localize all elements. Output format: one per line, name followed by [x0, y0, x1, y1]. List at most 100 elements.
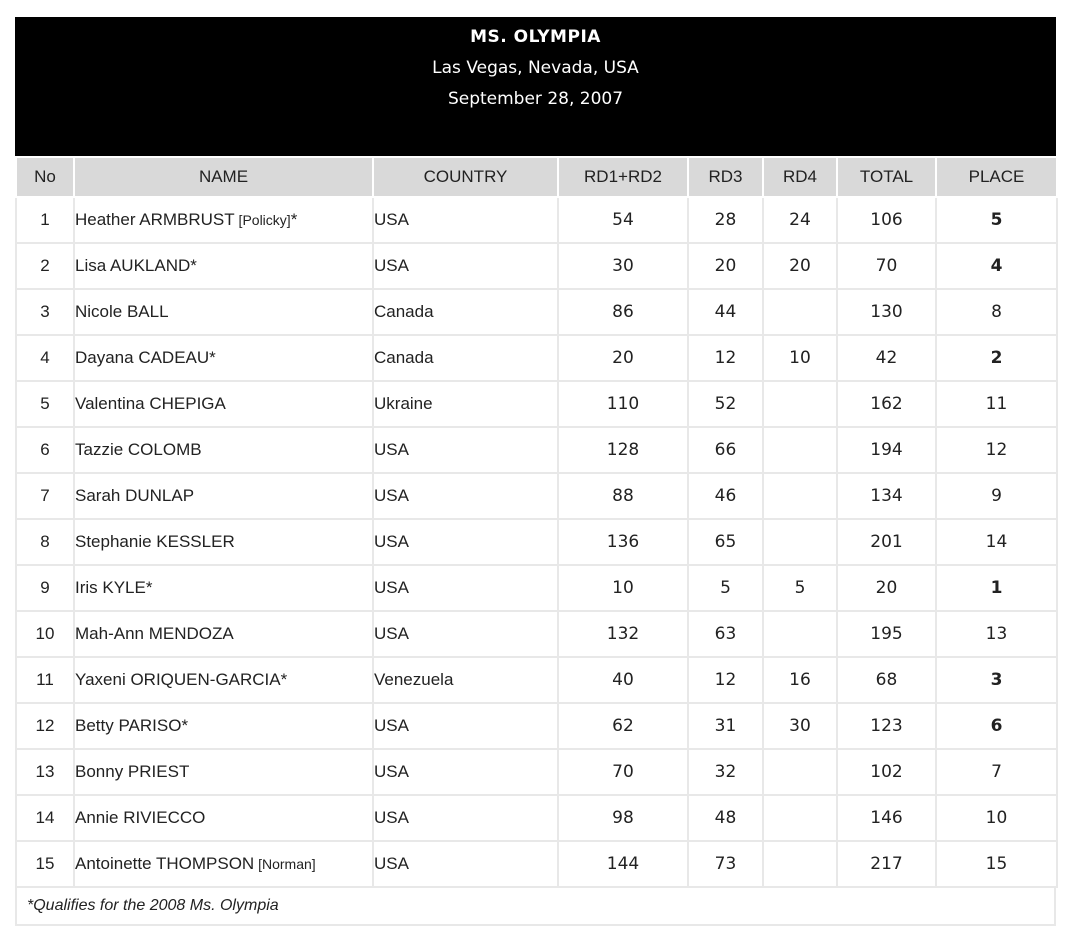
score-rd3: 65	[687, 518, 764, 566]
score-rd3: 44	[687, 288, 764, 336]
score-total: 162	[836, 380, 937, 428]
score-rd1-rd2: 54	[557, 196, 689, 244]
qualifier-mark: *	[209, 348, 216, 367]
athlete-country: USA	[372, 196, 559, 244]
score-rd4: 24	[762, 196, 838, 244]
athlete-name-text: Mah-Ann MENDOZA	[75, 624, 234, 643]
athlete-country: Canada	[372, 288, 559, 336]
score-total: 42	[836, 334, 937, 382]
athlete-name-text: Betty PARISO	[75, 716, 182, 735]
score-rd4: 10	[762, 334, 838, 382]
row-number: 14	[15, 794, 75, 842]
table-row: 12 Betty PARISO* USA 62 31 30 123 6	[15, 702, 1058, 750]
athlete-name: Heather ARMBRUST [Policky]*	[73, 196, 374, 244]
score-rd1-rd2: 20	[557, 334, 689, 382]
row-number: 9	[15, 564, 75, 612]
table-row: 8 Stephanie KESSLER USA 136 65 201 14	[15, 518, 1058, 566]
event-date: September 28, 2007	[447, 89, 624, 109]
score-total: 70	[836, 242, 937, 290]
athlete-country: USA	[372, 242, 559, 290]
final-place: 9	[935, 472, 1058, 520]
athlete-country: USA	[372, 794, 559, 842]
col-header-country: COUNTRY	[372, 156, 559, 198]
athlete-name: Sarah DUNLAP	[73, 472, 374, 520]
score-rd3: 66	[687, 426, 764, 474]
athlete-name-text: Iris KYLE	[75, 578, 146, 597]
table-row: 13 Bonny PRIEST USA 70 32 102 7	[15, 748, 1058, 796]
athlete-name: Antoinette THOMPSON [Norman]	[73, 840, 374, 888]
athlete-name-text: Valentina CHEPIGA	[75, 394, 226, 413]
score-rd4	[762, 380, 838, 428]
score-rd1-rd2: 88	[557, 472, 689, 520]
athlete-country: USA	[372, 840, 559, 888]
athlete-country: USA	[372, 518, 559, 566]
final-place: 11	[935, 380, 1058, 428]
qualifier-mark: *	[181, 716, 189, 735]
score-rd3: 32	[687, 748, 764, 796]
score-rd4	[762, 794, 838, 842]
athlete-country: USA	[372, 748, 559, 796]
table-row: 14 Annie RIVIECCO USA 98 48 146 10	[15, 794, 1058, 842]
athlete-name: Bonny PRIEST	[73, 748, 374, 796]
athlete-country: USA	[372, 426, 559, 474]
score-rd1-rd2: 70	[557, 748, 689, 796]
score-total: 146	[836, 794, 937, 842]
score-rd3: 12	[687, 656, 764, 704]
score-total: 68	[836, 656, 937, 704]
athlete-country: Venezuela	[372, 656, 559, 704]
score-rd1-rd2: 10	[557, 564, 689, 612]
athlete-country: USA	[372, 564, 559, 612]
final-place: 14	[935, 518, 1058, 566]
row-number: 3	[15, 288, 75, 336]
score-total: 102	[836, 748, 937, 796]
score-total: 130	[836, 288, 937, 336]
score-rd4: 16	[762, 656, 838, 704]
table-row: 2 Lisa AUKLAND* USA 30 20 20 70 4	[15, 242, 1058, 290]
score-rd3: 63	[687, 610, 764, 658]
score-rd1-rd2: 132	[557, 610, 689, 658]
score-rd1-rd2: 40	[557, 656, 689, 704]
col-header-no: No	[15, 156, 75, 198]
table-row: 9 Iris KYLE* USA 10 5 5 20 1	[15, 564, 1058, 612]
results-page: MS. OLYMPIA Las Vegas, Nevada, USA Septe…	[15, 17, 1058, 926]
score-rd4	[762, 472, 838, 520]
row-number: 12	[15, 702, 75, 750]
score-total: 106	[836, 196, 937, 244]
table-row: 6 Tazzie COLOMB USA 128 66 194 12	[15, 426, 1058, 474]
row-number: 6	[15, 426, 75, 474]
score-rd1-rd2: 30	[557, 242, 689, 290]
row-number: 2	[15, 242, 75, 290]
final-place: 5	[935, 196, 1058, 244]
row-number: 4	[15, 334, 75, 382]
score-rd4	[762, 426, 838, 474]
score-rd3: 20	[687, 242, 764, 290]
score-rd3: 46	[687, 472, 764, 520]
col-header-name: NAME	[73, 156, 374, 198]
athlete-name-text: Dayana CADEAU	[75, 348, 210, 367]
final-place: 10	[935, 794, 1058, 842]
score-rd1-rd2: 128	[557, 426, 689, 474]
athlete-name: Lisa AUKLAND*	[73, 242, 374, 290]
score-rd3: 73	[687, 840, 764, 888]
score-rd4	[762, 610, 838, 658]
table-row: 15 Antoinette THOMPSON [Norman] USA 144 73 21…	[15, 840, 1058, 888]
score-rd3: 5	[687, 564, 764, 612]
athlete-affiliation: [Norman]	[254, 856, 316, 872]
final-place: 12	[935, 426, 1058, 474]
athlete-name-text: Tazzie COLOMB	[75, 440, 202, 459]
athlete-name-text: Sarah DUNLAP	[75, 486, 195, 505]
athlete-name: Betty PARISO*	[73, 702, 374, 750]
score-rd1-rd2: 62	[557, 702, 689, 750]
table-row: 1 Heather ARMBRUST [Policky]* USA 54 28 24 106…	[15, 196, 1058, 244]
score-total: 194	[836, 426, 937, 474]
score-total: 134	[836, 472, 937, 520]
score-rd4: 20	[762, 242, 838, 290]
athlete-name: Stephanie KESSLER	[73, 518, 374, 566]
final-place: 8	[935, 288, 1058, 336]
final-place: 3	[935, 656, 1058, 704]
score-rd4	[762, 840, 838, 888]
athlete-name-text: Antoinette THOMPSON	[75, 854, 255, 873]
header-row: No NAME COUNTRY RD1+RD2 RD3 RD4 TOTAL PL…	[15, 156, 1058, 198]
athlete-name: Dayana CADEAU*	[73, 334, 374, 382]
table-row: 4 Dayana CADEAU* Canada 20 12 10 42 2	[15, 334, 1058, 382]
